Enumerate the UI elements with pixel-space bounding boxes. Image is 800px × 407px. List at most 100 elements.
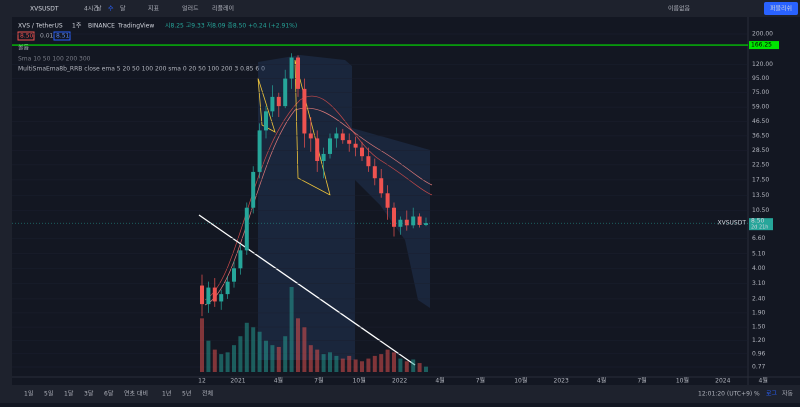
range-button[interactable]: 5일: [44, 390, 53, 398]
x-tick-label: 10월: [514, 377, 527, 385]
candle-body: [264, 111, 268, 131]
log-toggle[interactable]: 로그: [766, 391, 778, 398]
volume-bar: [219, 354, 224, 372]
volume-bar: [308, 345, 313, 372]
moving-average: [204, 107, 433, 306]
x-tick-label: 4월: [435, 377, 444, 385]
x-tick-label: 2023: [554, 378, 569, 385]
volume-bar: [296, 318, 300, 372]
range-button[interactable]: 6달: [104, 390, 114, 398]
y-tick-label: 36.50: [752, 132, 769, 139]
x-tick-label: 7월: [476, 377, 485, 385]
y-tick-label: 120.00: [752, 61, 773, 68]
bid: 8.50: [20, 33, 34, 40]
candle-body: [385, 193, 390, 208]
range-button[interactable]: 전체: [202, 390, 213, 398]
volume-bar: [200, 318, 204, 372]
candle-body: [283, 78, 288, 107]
candle-body: [244, 207, 249, 251]
volume-bar: [340, 358, 345, 372]
volume-bar: [238, 336, 243, 372]
volume-bar: [411, 359, 416, 372]
last-tag: [749, 218, 773, 231]
range-button[interactable]: 1달: [64, 390, 74, 398]
symbol[interactable]: XVSUSDT: [30, 6, 59, 13]
replay[interactable]: 리플레이: [212, 5, 234, 13]
top-toolbar: [0, 0, 800, 17]
range-button[interactable]: 1년: [162, 390, 171, 398]
volume-bar: [321, 354, 326, 372]
range-button[interactable]: 3달: [84, 390, 94, 398]
sma-label: Sma 10 50 100 200 300: [18, 56, 91, 63]
last-label: 8.50: [751, 218, 765, 225]
multi-label: MultiSmaEma8b_RRB close ema 5 20 50 100 …: [18, 66, 265, 73]
candle-body: [360, 147, 364, 157]
volume-bar: [360, 361, 364, 372]
volume-bar: [251, 327, 256, 372]
y-tick-label: 46.50: [752, 118, 769, 125]
candle-body: [347, 140, 352, 144]
x-tick-label: 4월: [759, 377, 768, 385]
alert[interactable]: 얼러드: [182, 5, 199, 13]
candle-body: [225, 281, 230, 295]
bid-box: [17, 31, 35, 41]
candle-body: [212, 287, 217, 302]
volume-bar: [328, 352, 332, 372]
candle-body: [270, 96, 275, 112]
volume-bar: [366, 358, 371, 372]
y-tick-label: 13.50: [752, 192, 769, 199]
interval[interactable]: 수: [108, 6, 114, 13]
volume-label: 볼륨: [18, 45, 30, 52]
y-tick-label: 28.50: [752, 147, 769, 154]
interval[interactable]: 4시간: [84, 5, 99, 13]
publish-button[interactable]: [764, 2, 798, 15]
interval[interactable]: 날: [96, 5, 102, 13]
y-tick-label: 75.00: [752, 89, 769, 96]
ask-box: [53, 31, 71, 41]
x-tick-label: 12: [198, 378, 206, 385]
volume-bar: [232, 345, 236, 372]
range-button[interactable]: 5년: [182, 390, 191, 398]
x-tick-label: 10월: [353, 377, 366, 385]
y-tick-label: 22.50: [752, 161, 769, 168]
candle-body: [276, 96, 281, 107]
volume-bar: [289, 287, 294, 372]
ask: 8.51: [56, 33, 70, 40]
y-tick-label: 4.00: [752, 265, 766, 272]
range-button[interactable]: 연초 대비: [124, 390, 148, 398]
volume-bar: [206, 340, 211, 372]
y-tick-label: 17.50: [752, 176, 769, 183]
triangle-pattern: [257, 59, 331, 196]
candle-body: [372, 166, 377, 179]
x-tick-label: 7월: [637, 377, 646, 385]
y-tick-label: 1.90: [752, 309, 766, 316]
indicators[interactable]: 지표: [148, 5, 160, 13]
publish-label[interactable]: 퍼블리쉬: [770, 5, 792, 13]
legend-interval: 1주: [72, 23, 82, 30]
auto-toggle[interactable]: 자동: [782, 390, 794, 398]
y-tick-label: 0.77: [752, 364, 766, 371]
y-tick-label: 95.00: [752, 75, 769, 82]
volume-bar: [334, 355, 339, 372]
bottom-bar: [0, 385, 800, 403]
candle-body: [308, 133, 313, 139]
percent-toggle[interactable]: %: [754, 391, 760, 398]
range-button[interactable]: 1일: [24, 390, 33, 398]
legend-title: XVS / TetherUS: [18, 23, 63, 30]
candle-body: [424, 223, 428, 225]
volume-bar: [283, 336, 288, 372]
volume-bar: [404, 361, 409, 372]
candle-body: [315, 138, 320, 161]
volume-bar: [353, 359, 358, 372]
x-tick-label: 2024: [715, 378, 730, 385]
y-tick-label: 200.00: [752, 31, 773, 38]
countdown: 2d 21h: [751, 225, 768, 231]
x-tick-label: 4월: [597, 377, 606, 385]
layout-name[interactable]: 이름없음: [668, 5, 691, 13]
x-tick-label: 2022: [392, 378, 407, 385]
interval[interactable]: 달: [120, 5, 126, 13]
volume-bar: [392, 352, 396, 372]
candle-body: [334, 133, 339, 139]
volume-bar: [264, 340, 268, 372]
